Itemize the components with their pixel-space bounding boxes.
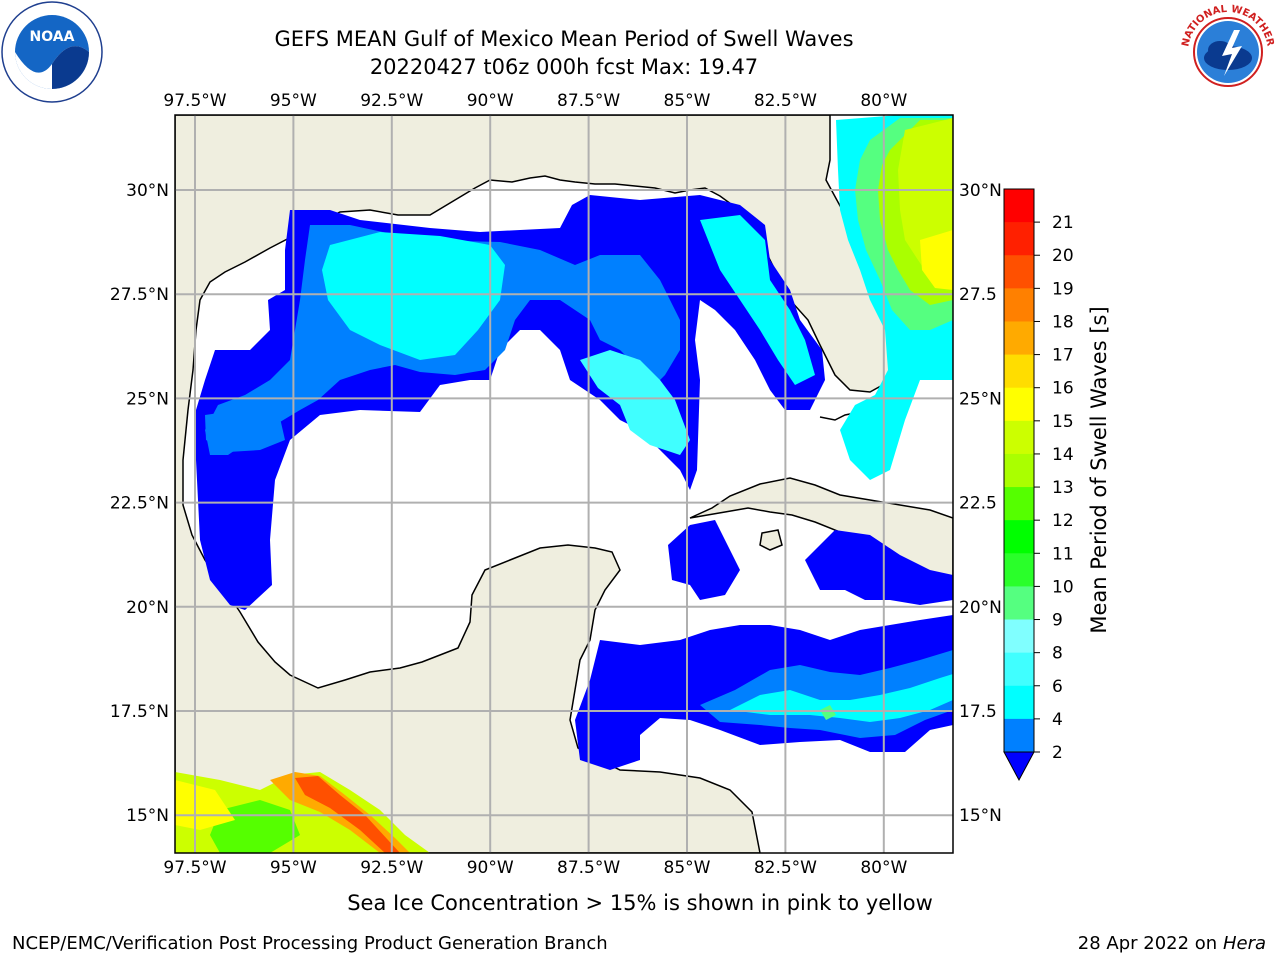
lat-tick-label: 20°N xyxy=(959,598,1002,618)
sea-ice-caption: Sea Ice Concentration > 15% is shown in … xyxy=(347,891,933,915)
footer-date-text: 28 Apr 2022 on xyxy=(1077,933,1223,954)
colorbar-swatch xyxy=(1004,387,1034,422)
colorbar-swatch xyxy=(1004,553,1034,587)
lon-tick-label: 92.5°W xyxy=(360,91,423,111)
lat-tick-label: 22.5 xyxy=(959,494,997,514)
colorbar-swatch xyxy=(1004,453,1034,488)
colorbar-tick-label: 16 xyxy=(1052,379,1074,399)
colorbar-tick-label: 13 xyxy=(1052,478,1074,498)
colorbar-extend-triangle xyxy=(1003,751,1035,782)
lon-tick-label: 87.5°W xyxy=(557,858,620,878)
lon-tick-label: 80°W xyxy=(860,91,907,111)
colorbar-swatch xyxy=(1004,619,1034,654)
lat-tick-label: 17.5 xyxy=(959,702,997,722)
chart-subtitle: 20220427 t06z 000h fcst Max: 19.47 xyxy=(369,55,759,79)
colorbar-swatch xyxy=(1004,487,1034,521)
colorbar-tick-label: 6 xyxy=(1052,677,1063,697)
nws-logo: NATIONAL WEATHER SERVICE xyxy=(1176,0,1278,102)
land-layer xyxy=(175,115,953,853)
lat-tick-label: 15°N xyxy=(126,806,169,826)
colorbar-swatch xyxy=(1004,288,1034,322)
lon-tick-label: 85°W xyxy=(664,858,711,878)
colorbar-swatch xyxy=(1004,354,1034,389)
noaa-logo-text: NOAA xyxy=(30,29,75,45)
noaa-logo: NOAA xyxy=(1,1,103,103)
colorbar-label: Mean Period of Swell Waves [s] xyxy=(1087,306,1111,633)
lon-tick-label: 87.5°W xyxy=(557,91,620,111)
map-frame xyxy=(174,114,954,854)
colorbar-tick-label: 19 xyxy=(1052,279,1074,299)
lon-tick-label: 92.5°W xyxy=(360,858,423,878)
colorbar-tick-label: 20 xyxy=(1052,246,1074,266)
lon-tick-label: 80°W xyxy=(860,858,907,878)
lat-tick-label: 27.5 xyxy=(959,285,997,305)
lat-tick-label: 17.5°N xyxy=(110,702,169,722)
footer-date: 28 Apr 2022 on Hera xyxy=(1078,933,1266,954)
lon-tick-label: 82.5°W xyxy=(754,858,817,878)
swell-field xyxy=(175,115,953,853)
lat-tick-label: 20°N xyxy=(126,598,169,618)
colorbar-swatch xyxy=(1004,718,1034,753)
colorbar-swatch xyxy=(1004,321,1034,356)
footer-machine: Hera xyxy=(1222,933,1266,954)
colorbar-swatch xyxy=(1004,222,1034,256)
colorbar-swatch xyxy=(1004,652,1034,687)
lat-tick-label: 30°N xyxy=(126,181,169,201)
lon-tick-label: 97.5°W xyxy=(163,858,226,878)
colorbar-tick-label: 11 xyxy=(1052,544,1074,564)
lat-labels-right: 30°N 27.5 25°N 22.5 20°N 17.5 15°N xyxy=(959,181,1002,826)
colorbar-tick-label: 10 xyxy=(1052,577,1074,597)
north-america-land xyxy=(175,115,896,853)
colorbar-tick-label: 15 xyxy=(1052,412,1074,432)
lon-tick-label: 82.5°W xyxy=(754,91,817,111)
colorbar-tick-label: 2 xyxy=(1052,743,1063,763)
colorbar: 2 4 6 8 9 10 11 12 13 14 15 16 17 18 19 20 21 xyxy=(1003,188,1074,782)
colorbar-swatch xyxy=(1004,685,1034,720)
lon-tick-label: 97.5°W xyxy=(163,91,226,111)
colorbar-tick-label: 14 xyxy=(1052,445,1074,465)
colorbar-swatch xyxy=(1004,255,1034,289)
lat-tick-label: 27.5°N xyxy=(110,285,169,305)
lat-tick-label: 30°N xyxy=(959,181,1002,201)
isle-of-youth xyxy=(759,529,783,551)
lat-tick-label: 25°N xyxy=(126,389,169,409)
lon-tick-label: 90°W xyxy=(467,91,514,111)
colorbar-swatch xyxy=(1004,520,1034,554)
lat-tick-label: 15°N xyxy=(959,806,1002,826)
colorbar-tick-label: 21 xyxy=(1052,213,1074,233)
lon-labels-top: 97.5°W 95°W 92.5°W 90°W 87.5°W 85°W 82.5°W 80°W xyxy=(163,91,907,111)
lat-tick-label: 22.5°N xyxy=(110,494,169,514)
lat-labels-left: 30°N 27.5°N 25°N 22.5°N 20°N 17.5°N 15°N xyxy=(110,181,169,826)
colorbar-tick-label: 4 xyxy=(1052,710,1063,730)
colorbar-tick-label: 12 xyxy=(1052,511,1074,531)
colorbar-swatch xyxy=(1004,189,1034,223)
lat-tick-label: 25°N xyxy=(959,389,1002,409)
lon-tick-label: 95°W xyxy=(270,91,317,111)
colorbar-tick-label: 18 xyxy=(1052,312,1074,332)
colorbar-frame xyxy=(1003,188,1035,753)
colorbar-tick-label: 8 xyxy=(1052,644,1063,664)
lon-labels-bottom: 97.5°W 95°W 92.5°W 90°W 87.5°W 85°W 82.5°W 80°W xyxy=(163,858,907,878)
gridlines xyxy=(175,115,953,853)
colorbar-swatch xyxy=(1004,420,1034,455)
lon-tick-label: 90°W xyxy=(467,858,514,878)
colorbar-swatch xyxy=(1004,586,1034,621)
lon-tick-label: 95°W xyxy=(270,858,317,878)
footer-branch: NCEP/EMC/Verification Post Processing Pr… xyxy=(12,933,608,954)
lon-tick-label: 85°W xyxy=(664,91,711,111)
chart-title: GEFS MEAN Gulf of Mexico Mean Period of … xyxy=(274,27,854,51)
colorbar-tick-label: 9 xyxy=(1052,611,1063,631)
colorbar-tick-label: 17 xyxy=(1052,346,1074,366)
